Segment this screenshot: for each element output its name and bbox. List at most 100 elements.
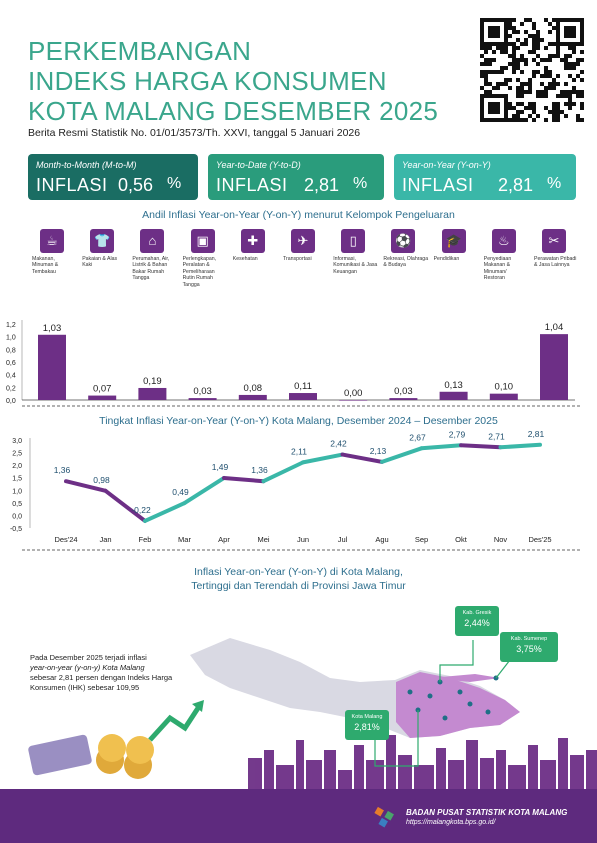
line-label: 2,67 [409, 432, 426, 442]
card-yoy-unit: % [547, 175, 562, 192]
line-ytick: 1,5 [12, 476, 22, 483]
line-segment [261, 460, 305, 484]
footer-org-name: BADAN PUSAT STATISTIK KOTA MALANG [406, 808, 568, 817]
line-label: 2,42 [330, 439, 347, 449]
line-label: 2,13 [370, 446, 387, 456]
line-xtick: Agu [375, 535, 388, 544]
restaurant-icon: ♨ [491, 229, 516, 253]
line-label: 1,36 [251, 465, 268, 475]
food-icon: ☕ [40, 229, 64, 253]
line-xtick: Okt [455, 535, 468, 544]
personal-care-icon: ✂ [542, 229, 566, 253]
clothing-icon: 👕 [90, 229, 115, 253]
bar [188, 398, 217, 400]
category-label: Makanan, Minuman & Tembakau [32, 256, 59, 275]
footer-url[interactable]: https://malangkota.bps.go.id/ [406, 819, 496, 826]
bar [339, 400, 368, 401]
card-mtm-word: INFLASI [36, 175, 108, 195]
sport-icon: ⚽ [391, 229, 416, 253]
category-5: ✚ Kesehatan [228, 229, 278, 262]
bar-ytick: 0,8 [6, 347, 16, 354]
tingkat-line-chart: -0,5 0,0 0,5 1,0 1,5 2,0 2,5 3,0 1,36 Des'24 0,98 J… [10, 429, 580, 551]
line-label: 2,79 [449, 429, 466, 439]
qr-code[interactable] [480, 18, 584, 122]
bar [38, 334, 66, 400]
category-label: Pendidikan [433, 256, 460, 262]
category-1: ☕ Makanan, Minuman & Tembakau [27, 229, 77, 275]
line-label: 2,71 [488, 431, 505, 441]
card-ytd: Year-to-Date (Y-to-D) INFLASI 2,81 % [208, 154, 384, 200]
bar-ytick: 0,0 [6, 398, 16, 405]
category-2: 👕 Pakaian & Alas Kaki [77, 229, 127, 269]
card-mtm: Month-to-Month (M-to-M) INFLASI 0,56 % [28, 154, 198, 200]
card-ytd-word: INFLASI [216, 175, 288, 195]
bar-label: 0,07 [93, 384, 112, 395]
card-mtm-value: 0,56 [118, 175, 154, 195]
line-xtick: Mar [178, 535, 191, 544]
line-xtick: Mei [257, 535, 269, 544]
line-label: 2,11 [291, 446, 307, 456]
line-segment [143, 501, 187, 523]
bar-ytick: 0,6 [6, 360, 16, 367]
bar [389, 398, 418, 400]
bar-label: 0,03 [193, 386, 212, 397]
card-yoy-label: Year-on-Year (Y-on-Y) [402, 160, 491, 170]
category-label: Penyediaan Makanan & Minuman/ Restoran [483, 256, 512, 282]
line-label: 1,49 [212, 462, 229, 472]
category-label: Pakaian & Alas Kaki [82, 256, 118, 269]
map-description-line-2: year-on-year (y-on-y) Kota Malang [30, 663, 145, 672]
line-segment [459, 443, 503, 450]
category-label: Perumahan, Air, Listrik & Bahan Bakar Ru… [132, 256, 170, 282]
card-yoy: Year-on-Year (Y-on-Y) INFLASI 2,81 % [394, 154, 576, 200]
line-ytick: 3,0 [12, 438, 22, 445]
line-segment [64, 479, 108, 493]
map-illustration [28, 638, 597, 790]
category-3: ⌂ Perumahan, Air, Listrik & Bahan Bakar R… [127, 229, 177, 282]
house-icon: ⌂ [140, 229, 165, 253]
title-line-1: PERKEMBANGAN [28, 36, 252, 66]
line-segment [103, 488, 147, 523]
plane-icon: ✈ [291, 229, 315, 253]
line-segment [222, 475, 266, 484]
line-xtick: Feb [139, 535, 152, 544]
category-label: Rekreasi, Olahraga & Budaya [383, 256, 429, 269]
bar [238, 394, 267, 400]
line-xtick: Des'25 [528, 535, 551, 544]
callout-gresik: Kab. Gresik 2,44% [455, 606, 499, 636]
bar-ytick: 0,4 [6, 373, 16, 380]
callout-malang-name: Kota Malang [351, 714, 383, 720]
category-label: Perlengkapan, Peralatan & Pemeliharaan R… [182, 256, 217, 288]
line-ytick: 0,5 [12, 501, 22, 508]
map-description-line-1: Pada Desember 2025 terjadi inflasi [30, 653, 147, 662]
bar [439, 391, 468, 400]
bar-ytick: 0,2 [6, 385, 16, 392]
line-xtick: Nov [494, 535, 508, 544]
bar-ytick: 1,2 [6, 322, 16, 329]
category-10: ♨ Penyediaan Makanan & Minuman/ Restoran [479, 229, 529, 282]
line-segment [340, 452, 384, 464]
callout-malang-value: 2,81% [354, 722, 380, 732]
category-label: Informasi, Komunikasi & Jasa Keuangan [333, 256, 378, 275]
education-icon: 🎓 [441, 229, 466, 253]
map-title-line-1: Inflasi Year-on-Year (Y-on-Y) di Kota Ma… [194, 566, 403, 578]
card-yoy-word: INFLASI [402, 175, 474, 195]
household-icon: ▣ [190, 229, 215, 253]
bar-label: 0,11 [294, 381, 312, 392]
callout-sumenep-name: Kab. Sumenep [510, 636, 548, 642]
bar [540, 334, 568, 400]
jatim-region [396, 672, 520, 738]
line-ytick: 1,0 [12, 488, 22, 495]
category-8: ⚽ Rekreasi, Olahraga & Budaya [378, 229, 428, 269]
title-line-2: INDEKS HARGA KONSUMEN [28, 66, 387, 96]
category-label: Perawatan Pribadi & Jasa Lainnya [534, 256, 577, 269]
map-description: Pada Desember 2025 terjadi inflasi year-… [30, 653, 190, 693]
subtitle: Berita Resmi Statistik No. 01/01/3573/Th… [28, 127, 361, 139]
bar-label: 0,08 [244, 383, 263, 394]
line-segment [419, 443, 463, 451]
category-4: ▣ Perlengkapan, Peralatan & Pemeliharaan … [178, 229, 228, 288]
category-label: Kesehatan [232, 256, 258, 262]
callout-sumenep-value: 3,75% [516, 644, 542, 654]
category-9: 🎓 Pendidikan [429, 229, 479, 262]
category-7: ▯ Informasi, Komunikasi & Jasa Keuangan [328, 229, 378, 275]
card-ytd-value: 2,81 [304, 175, 340, 195]
